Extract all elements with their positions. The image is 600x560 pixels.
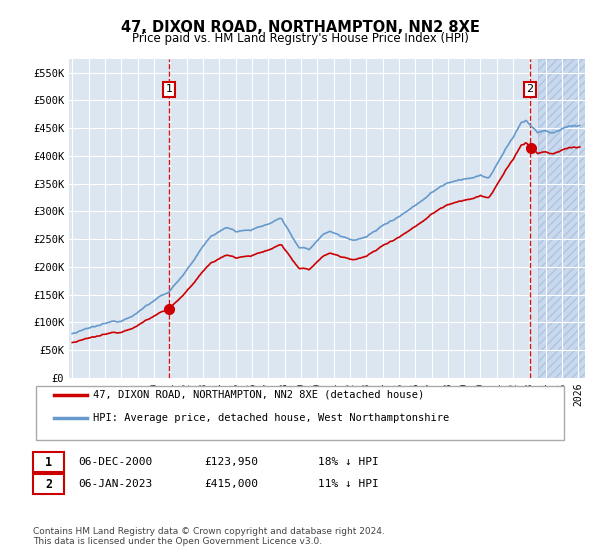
Text: £415,000: £415,000: [204, 479, 258, 489]
Text: Contains HM Land Registry data © Crown copyright and database right 2024.
This d: Contains HM Land Registry data © Crown c…: [33, 526, 385, 546]
Text: 47, DIXON ROAD, NORTHAMPTON, NN2 8XE (detached house): 47, DIXON ROAD, NORTHAMPTON, NN2 8XE (de…: [93, 390, 424, 400]
Text: 2: 2: [45, 478, 52, 491]
Text: £123,950: £123,950: [204, 457, 258, 467]
Text: HPI: Average price, detached house, West Northamptonshire: HPI: Average price, detached house, West…: [93, 413, 449, 423]
Text: 18% ↓ HPI: 18% ↓ HPI: [318, 457, 379, 467]
Text: 47, DIXON ROAD, NORTHAMPTON, NN2 8XE: 47, DIXON ROAD, NORTHAMPTON, NN2 8XE: [121, 20, 479, 35]
Text: 1: 1: [45, 455, 52, 469]
Text: 06-JAN-2023: 06-JAN-2023: [78, 479, 152, 489]
Text: 2: 2: [527, 85, 533, 94]
Text: 11% ↓ HPI: 11% ↓ HPI: [318, 479, 379, 489]
Bar: [538, 59, 587, 378]
Text: Price paid vs. HM Land Registry's House Price Index (HPI): Price paid vs. HM Land Registry's House …: [131, 32, 469, 45]
Text: 1: 1: [166, 85, 172, 94]
Text: 06-DEC-2000: 06-DEC-2000: [78, 457, 152, 467]
